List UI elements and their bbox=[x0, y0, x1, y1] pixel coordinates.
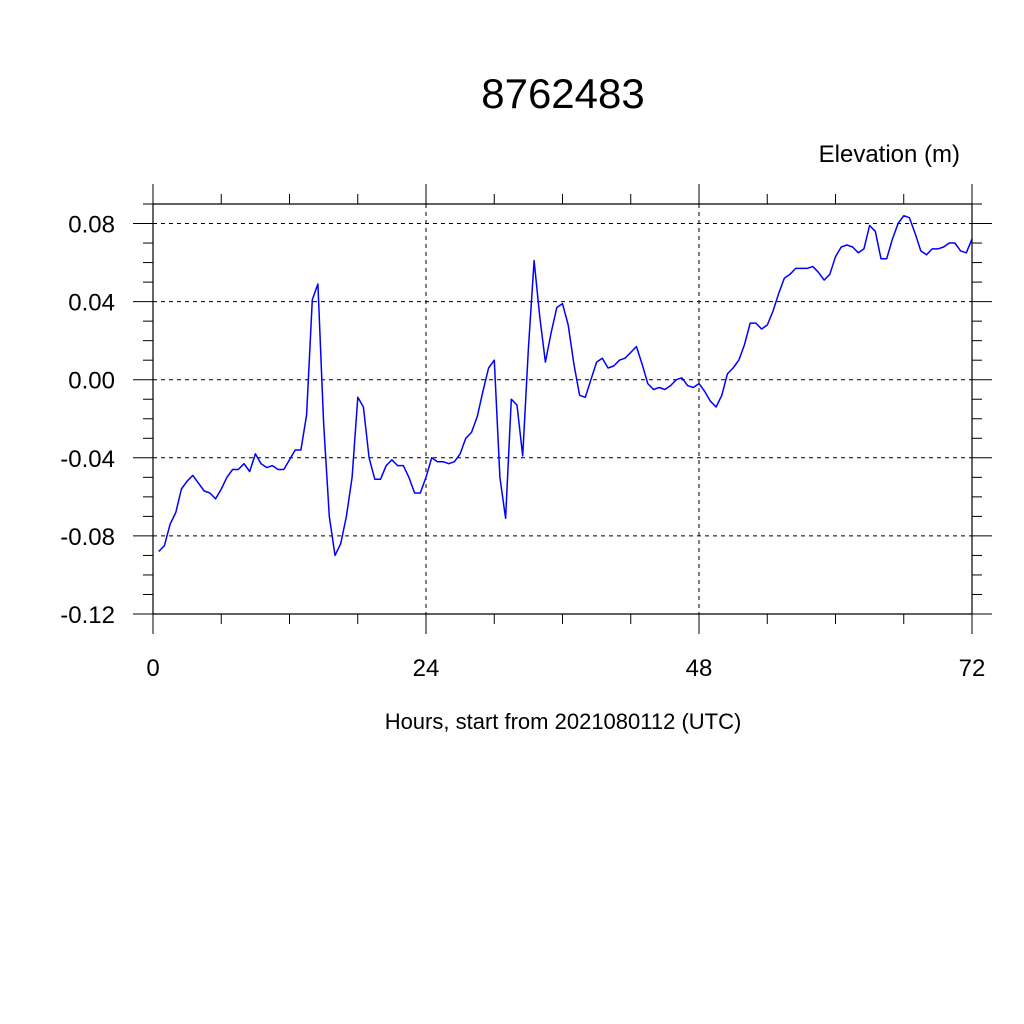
y-tick-label: 0.08 bbox=[68, 212, 115, 239]
x-tick-label: 24 bbox=[413, 655, 440, 682]
plot-frame bbox=[133, 184, 992, 634]
grid-lines bbox=[153, 204, 972, 614]
y-tick-label: 0.04 bbox=[68, 290, 115, 317]
x-tick-label: 48 bbox=[686, 655, 713, 682]
y-tick-label: -0.04 bbox=[60, 446, 115, 473]
tick-labels: -0.12 -0.08 -0.04 0.00 0.04 0.08 0 24 48 72 bbox=[60, 212, 985, 682]
x-tick-label: 72 bbox=[959, 655, 986, 682]
x-tick-label: 0 bbox=[146, 655, 159, 682]
series-line bbox=[158, 214, 973, 557]
y-tick-label: -0.12 bbox=[60, 602, 115, 629]
chart-title: 8762483 bbox=[481, 70, 645, 117]
y-tick-label: -0.08 bbox=[60, 524, 115, 551]
y-tick-label: 0.00 bbox=[68, 368, 115, 395]
x-axis-label: Hours, start from 2021080112 (UTC) bbox=[385, 709, 742, 734]
series-layer bbox=[158, 214, 973, 557]
y-axis-label: Elevation (m) bbox=[819, 141, 960, 168]
